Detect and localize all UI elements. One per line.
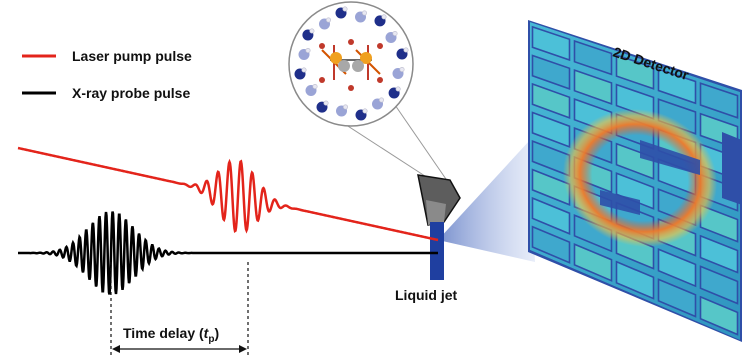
complex-molecule — [319, 39, 383, 91]
liquid-jet-nozzle: Liquid jet — [395, 174, 461, 303]
detector-module — [531, 82, 571, 120]
legend-laser-label: Laser pump pulse — [72, 48, 192, 64]
inset-circle — [288, 1, 414, 127]
detector-module — [573, 39, 613, 76]
scattered-beam-cone — [438, 140, 535, 262]
solvent-molecule — [374, 14, 387, 27]
solvent-molecule — [335, 6, 348, 19]
legend: Laser pump pulse X-ray probe pulse — [22, 48, 192, 101]
solvent-molecule — [294, 67, 307, 80]
detector-module — [657, 278, 697, 318]
solvent-molecule — [385, 30, 398, 43]
detector-module — [657, 68, 697, 105]
detector-module — [573, 68, 613, 106]
detector-module — [531, 25, 571, 62]
solvent-molecule — [392, 67, 405, 79]
solvent-molecule — [298, 47, 311, 60]
solvent-molecule — [388, 86, 401, 99]
solvent-molecule — [305, 84, 318, 96]
detector-module — [615, 260, 655, 300]
detector-module — [531, 54, 571, 91]
solvent-molecule — [372, 97, 384, 110]
solvent-molecule — [355, 10, 367, 23]
detector-module — [531, 196, 571, 235]
xray-probe-pulse — [18, 211, 438, 295]
liquid-jet-stream — [430, 222, 444, 280]
detector-module — [699, 234, 739, 274]
time-delay-label: Time delay (tp) — [123, 325, 219, 345]
time-delay-marker: Time delay (tp) — [110, 262, 249, 355]
solvent-molecules — [294, 6, 409, 121]
solvent-molecule — [396, 47, 409, 60]
detector-module — [531, 168, 571, 206]
detector-module — [699, 82, 739, 119]
legend-xray-label: X-ray probe pulse — [72, 85, 190, 101]
detector-module — [657, 248, 697, 288]
molecule-inset — [288, 1, 449, 183]
solvent-molecule — [302, 28, 315, 41]
solvent-molecule — [336, 104, 348, 117]
detector-module — [531, 225, 571, 264]
laser-pump-pulse — [17, 146, 439, 242]
solvent-molecule — [316, 100, 329, 113]
detector-module — [615, 53, 655, 90]
diffraction-ring — [562, 108, 718, 248]
detector-module — [699, 295, 739, 336]
detector-module — [699, 265, 739, 305]
solvent-molecule — [355, 108, 368, 121]
liquid-jet-label: Liquid jet — [395, 287, 458, 303]
solvent-molecule — [319, 17, 331, 30]
detector-module — [573, 242, 613, 282]
2d-detector: 2D Detector — [528, 20, 742, 342]
